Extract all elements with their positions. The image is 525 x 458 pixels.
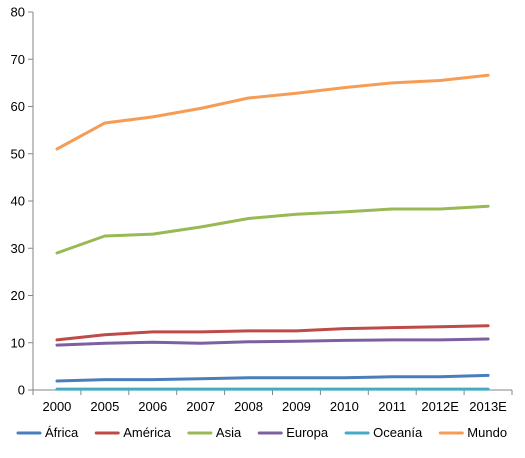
y-tick-label: 20 bbox=[11, 288, 25, 303]
y-tick-label: 30 bbox=[11, 241, 25, 256]
series-line-asia bbox=[55, 204, 490, 255]
series-line-africa bbox=[55, 373, 490, 383]
y-tick-label: 60 bbox=[11, 99, 25, 114]
legend-item: Oceanía bbox=[344, 425, 423, 440]
series-line-mundo bbox=[55, 73, 490, 151]
series-line-america bbox=[55, 324, 490, 342]
legend-label: Asia bbox=[216, 425, 242, 440]
legend-item: Mundo bbox=[438, 425, 507, 440]
x-tick-label: 2012E bbox=[421, 399, 459, 414]
x-axis: 2000 2005 2006 2007 2008 2009 2010 2011 2012E 201… bbox=[32, 389, 513, 414]
y-tick-label: 80 bbox=[11, 5, 25, 20]
y-axis: 0 10 20 30 40 50 60 70 80 bbox=[11, 5, 34, 398]
x-tick-label: 2006 bbox=[138, 399, 167, 414]
y-tick-label: 70 bbox=[11, 52, 25, 67]
legend-label: Mundo bbox=[467, 425, 507, 440]
y-tick-label: 10 bbox=[11, 335, 25, 350]
y-tick-label: 50 bbox=[11, 146, 25, 161]
legend-label: América bbox=[123, 425, 171, 440]
x-tick-label: 2000 bbox=[42, 399, 71, 414]
x-tick-label: 2013E bbox=[469, 399, 507, 414]
x-tick-label: 2009 bbox=[282, 399, 311, 414]
x-tick-label: 2005 bbox=[90, 399, 119, 414]
legend-item: Asia bbox=[187, 425, 242, 440]
legend: África América Asia Europa Oceanía Mundo bbox=[16, 425, 507, 440]
series-lines bbox=[55, 73, 490, 391]
x-tick-label: 2011 bbox=[378, 399, 406, 414]
legend-label: Europa bbox=[286, 425, 329, 440]
legend-item: América bbox=[94, 425, 172, 440]
x-tick-label: 2010 bbox=[330, 399, 359, 414]
series-line-europa bbox=[55, 337, 490, 347]
legend-item: Europa bbox=[257, 425, 329, 440]
x-tick-label: 2007 bbox=[186, 399, 215, 414]
legend-label: Oceanía bbox=[373, 425, 423, 440]
legend-item: África bbox=[16, 425, 79, 440]
y-tick-label: 40 bbox=[11, 194, 25, 209]
y-tick-label: 0 bbox=[18, 383, 25, 398]
x-tick-label: 2008 bbox=[234, 399, 263, 414]
legend-label: África bbox=[45, 425, 79, 440]
